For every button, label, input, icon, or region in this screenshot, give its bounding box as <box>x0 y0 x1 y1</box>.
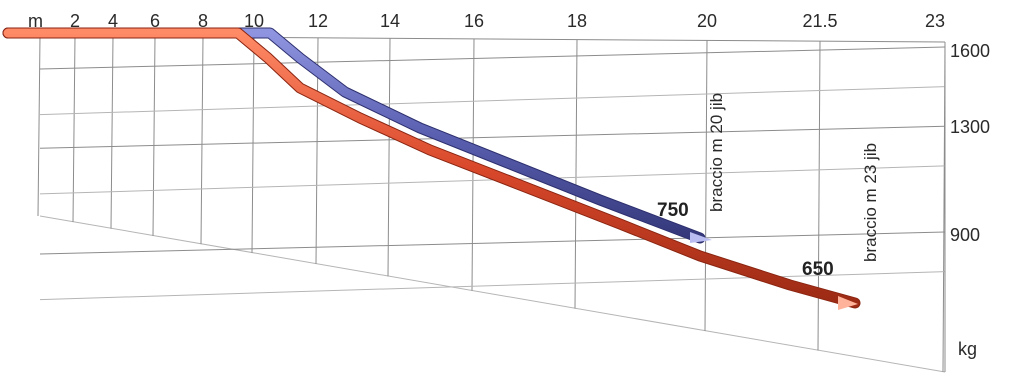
x-tick-label: 16 <box>464 11 484 31</box>
grid-vline-7 <box>387 38 391 277</box>
x-tick-label: 6 <box>150 11 160 31</box>
x-tick-label: 21.5 <box>802 11 837 31</box>
y-tick-label: 900 <box>950 225 980 245</box>
grid-vline-1 <box>72 36 76 223</box>
x-tick-label: 23 <box>925 11 945 31</box>
grid-hline-1600 <box>39 46 946 70</box>
grid-vline-4 <box>200 37 204 245</box>
x-tick-label: 2 <box>70 11 80 31</box>
grid-vline-2 <box>110 36 114 229</box>
x-tick-label: 4 <box>108 11 118 31</box>
grid-hline-900 <box>39 231 946 255</box>
x-tick-label: 20 <box>697 11 717 31</box>
chart-grid <box>37 35 946 373</box>
grid-hline-minor-750 <box>39 271 946 301</box>
end-value-20-jib: 750 <box>657 200 689 221</box>
grid-hline-minor-1450 <box>39 86 946 116</box>
y-unit-label: kg <box>958 339 977 359</box>
series-label-20-jib: braccio m 20 jib <box>707 93 726 212</box>
series-label-23-jib: braccio m 23 jib <box>861 143 880 262</box>
y-tick-labels: kg 1600 1300 900 <box>950 41 990 359</box>
series-line-23-jib <box>3 28 860 308</box>
series-tip-20-jib <box>690 232 712 243</box>
grid-hline-1300 <box>39 125 946 149</box>
grid-vline-10 <box>704 40 708 331</box>
x-tick-label: 8 <box>198 11 208 31</box>
curve-layer <box>2 27 861 310</box>
grid-vline-11 <box>817 41 821 351</box>
grid-bottom-border <box>39 215 946 373</box>
x-tick-label: 14 <box>380 11 400 31</box>
grid-vline-5 <box>251 37 255 253</box>
series-tip-23-jib <box>838 296 858 310</box>
y-tick-label: 1600 <box>950 41 990 61</box>
grid-vline-0 <box>37 35 41 217</box>
grid-vline-3 <box>152 36 156 236</box>
end-value-23-jib: 650 <box>802 259 834 280</box>
x-tick-labels: m 2 4 6 8 10 12 14 16 18 20 21.5 23 <box>28 11 945 31</box>
y-tick-label: 1300 <box>950 117 990 137</box>
x-tick-label: 10 <box>244 11 264 31</box>
x-tick-label: 18 <box>567 11 587 31</box>
x-unit-label: m <box>28 11 43 31</box>
grid-vline-9 <box>574 39 578 309</box>
x-tick-label: 12 <box>308 11 328 31</box>
